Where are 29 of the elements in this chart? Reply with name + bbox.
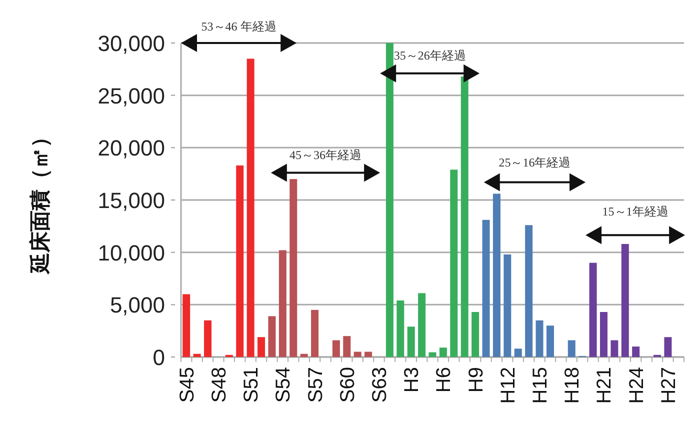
x-tick-label: S48 (208, 367, 230, 403)
x-tick-label: H9 (465, 367, 488, 393)
x-tick-label: S60 (336, 367, 359, 403)
annotation: 45～36年経過 (289, 148, 362, 162)
y-tick-label: 0 (152, 345, 165, 370)
x-tick-label: H12 (497, 367, 520, 404)
x-tick-label: S63 (368, 367, 391, 403)
x-tick-label: H6 (433, 367, 456, 393)
y-tick-label: 20,000 (98, 136, 165, 161)
x-tick-label: S45 (176, 367, 198, 403)
x-tick-label: H15 (530, 367, 552, 404)
y-tick-label: 5,000 (110, 292, 165, 318)
x-tick-label: H24 (626, 367, 648, 404)
y-tick-label: 25,000 (98, 83, 165, 108)
y-tick-label: 30,000 (98, 31, 165, 56)
y-axis-title: 延床面積（㎡） (28, 126, 52, 276)
text: 53～46 年経過 (201, 19, 276, 34)
x-tick-label: H18 (562, 367, 584, 404)
annotation: 15～1年経過 (602, 204, 668, 219)
x-tick-label: S57 (304, 367, 327, 403)
y-tick-label: 15,000 (98, 188, 165, 213)
x-tick-label: H3 (401, 367, 424, 393)
annotation: 35～26年経過 (394, 48, 466, 63)
x-tick-label: S51 (240, 367, 263, 403)
x-tick-label: H21 (594, 367, 616, 404)
x-tick-label: S54 (272, 367, 295, 403)
x-tick-label: H27 (658, 367, 680, 404)
annotation: 25～16年経過 (498, 155, 571, 170)
y-tick-label: 10,000 (98, 240, 165, 266)
